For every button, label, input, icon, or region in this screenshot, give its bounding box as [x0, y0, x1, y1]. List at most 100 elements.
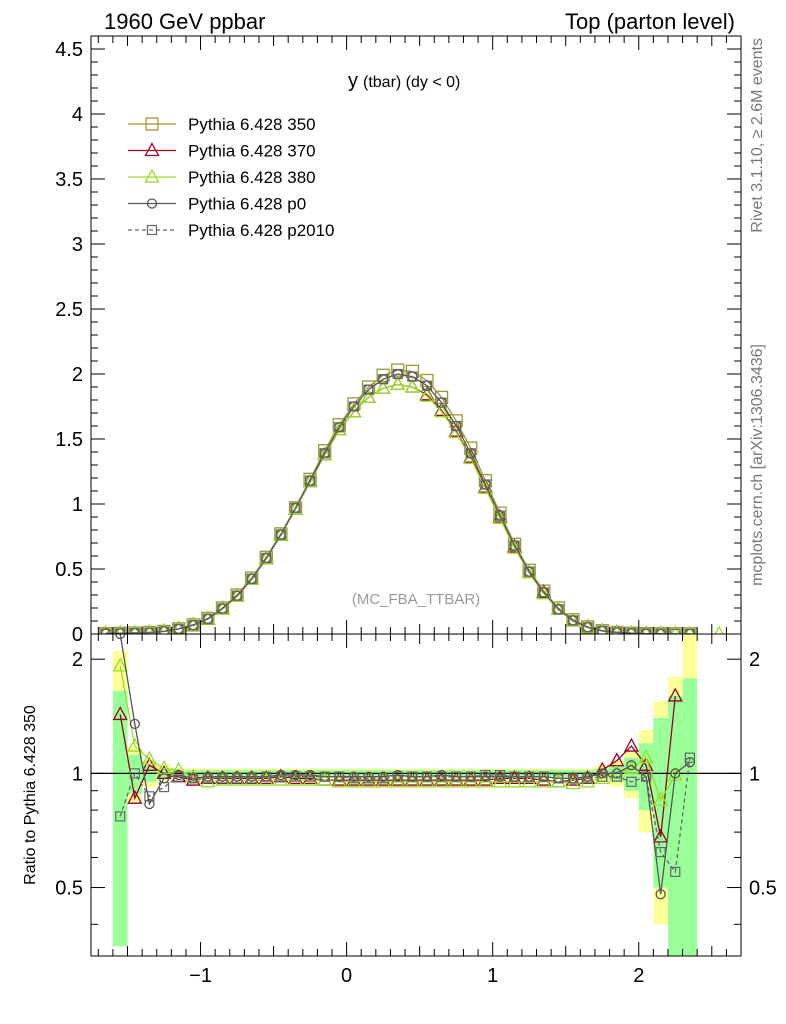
ratio-s1-point — [492, 773, 508, 788]
ratio-s1-point — [317, 771, 333, 786]
ratio-s3-point — [231, 773, 243, 784]
legend-entry: Pythia 6.428 380 — [128, 168, 316, 187]
ratio-s0-point — [594, 761, 610, 776]
ratio-s2-series — [115, 634, 696, 900]
main-s4-point — [611, 627, 622, 634]
ratio-s3-point — [567, 773, 579, 784]
ratio-s1-point — [638, 749, 654, 764]
ratio-s3-point — [509, 771, 520, 782]
main-s0-point — [361, 380, 376, 394]
ratio-plot-panel: 0.5 0.5 1 1 2 2 −1 0 1 2 Ratio to Pythia 6.428 35… — [22, 633, 777, 987]
ratio-s3-point — [305, 771, 316, 782]
ratio-s3-point — [480, 769, 491, 781]
ratio-s0-point — [463, 771, 479, 786]
ratio-s3-series — [115, 752, 695, 877]
ratio-s3-point — [524, 771, 535, 782]
ratio-curves — [112, 634, 696, 900]
main-s4-point — [348, 401, 360, 412]
ratio-s3-point — [217, 773, 228, 784]
legend-marker — [146, 224, 158, 236]
title-main-text: y — [348, 70, 358, 92]
ratio-ytick-label: 2 — [72, 649, 83, 671]
analysis-tag: (MC_FBA_TTBAR) — [352, 591, 480, 608]
ratio-s1-point — [302, 771, 318, 786]
main-s2-point — [229, 587, 245, 602]
legend: Pythia 6.428 350 Pythia 6.428 370 Pythia 6… — [128, 115, 335, 240]
main-s2-point — [158, 623, 170, 634]
main-s4-point — [173, 623, 184, 634]
main-s4-point — [392, 368, 403, 380]
main-s4-point — [305, 475, 316, 486]
ratio-s0-point — [536, 771, 552, 786]
main-s2-point — [360, 389, 377, 404]
ratio-s1-point — [112, 657, 128, 672]
main-s4-point — [363, 384, 374, 395]
ratio-s3-point — [465, 771, 476, 782]
ratio-s1-point — [667, 766, 683, 781]
ratio-s0-point — [404, 771, 420, 786]
main-s4-point — [421, 380, 433, 391]
ratio-s0-point — [638, 756, 654, 771]
ratio-s0-point — [112, 706, 128, 721]
ratio-s2-point — [144, 798, 155, 810]
ratio-s2-point — [129, 718, 140, 730]
main-s4-point — [188, 620, 199, 631]
ratio-s0-point — [419, 771, 435, 786]
ratio-s1-point — [375, 773, 391, 788]
ratio-s0-point — [433, 771, 450, 786]
main-s2-point — [580, 619, 596, 634]
ratio-s0-point — [331, 771, 347, 786]
main-ytick-label: 4 — [72, 104, 83, 126]
xtick-label: 1 — [487, 965, 498, 987]
main-s1-point — [390, 376, 406, 391]
legend-entry: Pythia 6.428 p0 — [128, 195, 306, 214]
ratio-s0-point — [127, 789, 143, 804]
ratio-frame — [90, 633, 742, 957]
main-s4-point — [538, 587, 549, 598]
main-s2-point — [507, 539, 523, 554]
ratio-s1-point — [360, 773, 377, 788]
ratio-s3-point — [436, 771, 447, 782]
ratio-s3-point — [494, 769, 506, 781]
ratio-s1-point — [273, 771, 289, 786]
ratio-band-green — [112, 690, 128, 947]
main-s4-point — [407, 371, 418, 382]
header-left-text: 1960 GeV ppbar — [104, 9, 265, 34]
ratio-ytick-label-right: 1 — [749, 763, 760, 785]
mcplots-side-text: mcplots.cern.ch [arXiv:1306.3436] — [749, 344, 766, 586]
legend-entry: Pythia 6.428 350 — [128, 115, 316, 134]
main-s4-point — [290, 502, 301, 513]
main-ytick-label: 0 — [72, 624, 83, 646]
ratio-s1-point — [229, 771, 245, 786]
ratio-s3-point — [348, 773, 360, 784]
ratio-s3-point — [407, 771, 418, 782]
main-s4-point — [451, 420, 462, 432]
ratio-s0-point — [375, 771, 391, 786]
main-ytick-label: 3 — [72, 234, 83, 256]
ratio-bands — [91, 634, 741, 956]
main-ytick-label: 1.5 — [55, 429, 83, 451]
legend-marker — [145, 117, 159, 131]
ratio-s3-point — [261, 771, 272, 782]
ratio-s0-line — [119, 695, 676, 838]
main-s2-point — [685, 625, 695, 634]
main-curves — [98, 363, 724, 634]
ratio-s3-point — [670, 866, 681, 877]
main-ytick-label: 0.5 — [55, 559, 83, 581]
ratio-s0-point — [565, 771, 581, 786]
main-s4-point — [202, 613, 213, 624]
ratio-s3-point — [129, 768, 140, 779]
main-s2-point — [404, 378, 420, 393]
ratio-s3-point — [173, 771, 184, 782]
main-s4-point — [626, 628, 637, 634]
main-s2-series — [100, 376, 724, 634]
legend-entry: Pythia 6.428 p2010 — [128, 221, 335, 240]
ratio-s0-point — [302, 770, 318, 785]
main-ytick-label: 3.5 — [55, 169, 83, 191]
ratio-axis-ticks: 0.5 0.5 1 1 2 2 −1 0 1 2 — [55, 634, 777, 987]
main-ytick-label: 2 — [72, 364, 83, 386]
main-plot-title: y (tbar) (dy < 0) — [348, 70, 460, 92]
main-s4-point — [524, 566, 535, 577]
main-s0-point — [347, 397, 361, 411]
